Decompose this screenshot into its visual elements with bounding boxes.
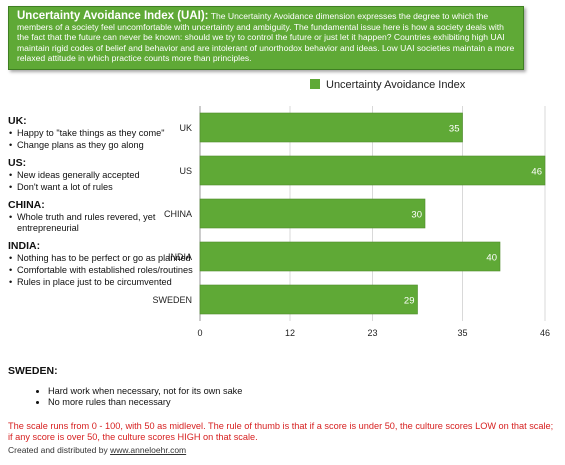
chart-bars: 35 46 30 40 29 [199, 112, 546, 315]
banner-title: Uncertainty Avoidance Index (UAI): [17, 10, 209, 22]
x-tick-label: 35 [457, 328, 467, 338]
note-sweden-2: No more rules than necessary [48, 397, 548, 408]
note-item: Don't want a lot of rules [8, 182, 196, 193]
bar-value-label: 35 [449, 124, 460, 135]
note-item: Whole truth and rules revered, yet entre… [8, 212, 196, 234]
sweden-notes: SWEDEN: Hard work when necessary, not fo… [8, 366, 548, 417]
category-label: SWEDEN [152, 295, 192, 305]
country-heading-sweden: SWEDEN: [8, 365, 58, 377]
note-item: Rules in place just to be circumvented [8, 277, 196, 288]
country-heading: UK: [8, 115, 27, 127]
x-tick-label: 0 [197, 328, 202, 338]
x-tick-label: 12 [285, 328, 295, 338]
bar-sweden [199, 284, 418, 315]
note-item: Comfortable with established roles/routi… [8, 265, 196, 276]
x-tick-label: 46 [540, 328, 550, 338]
note-item: Nothing has to be perfect or go as plann… [8, 253, 196, 264]
banner-text: The Uncertainty Avoidance dimension expr… [17, 11, 515, 64]
bar-value-label: 40 [486, 253, 497, 264]
country-heading: INDIA: [8, 240, 41, 252]
bar-china [199, 198, 426, 229]
bar-us [199, 155, 546, 186]
x-tick-label: 23 [367, 328, 377, 338]
country-heading: CHINA: [8, 199, 45, 211]
x-axis-ticks: 0 12 23 35 46 [197, 328, 550, 338]
country-notes: UK:Happy to "take things as they come"Ch… [8, 116, 196, 289]
credit-prefix: Created and distributed by [8, 445, 111, 455]
description-banner: Uncertainty Avoidance Index (UAI): The U… [8, 6, 524, 70]
legend-label: Uncertainty Avoidance Index [326, 79, 466, 91]
note-item: Change plans as they go along [8, 140, 196, 151]
country-heading: US: [8, 157, 27, 169]
bar-uk [199, 112, 463, 143]
bar-value-label: 30 [411, 210, 422, 221]
bar-india [199, 241, 501, 272]
bar-value-label: 46 [531, 167, 542, 178]
credit-link[interactable]: www.anneloehr.com [110, 445, 187, 455]
legend-swatch [310, 79, 320, 89]
credit-line: Created and distributed by www.anneloehr… [8, 445, 186, 455]
note-item: New ideas generally accepted [8, 170, 196, 181]
chart-legend: Uncertainty Avoidance Index [310, 79, 466, 91]
bar-value-label: 29 [404, 296, 415, 307]
note-sweden-1: Hard work when necessary, not for its ow… [48, 386, 548, 397]
scale-footnote: The scale runs from 0 - 100, with 50 as … [8, 421, 554, 442]
note-item: Happy to "take things as they come" [8, 128, 196, 139]
